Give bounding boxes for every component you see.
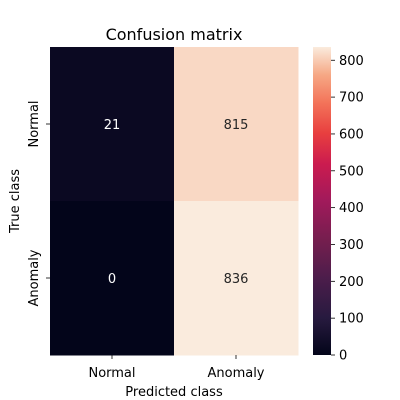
- colorbar-tick-label: 800: [339, 54, 364, 69]
- heatmap-cell: [174, 47, 299, 202]
- y-axis-label: True class: [8, 169, 23, 234]
- colorbar-tick-label: 200: [339, 275, 364, 290]
- heatmap-cells: [50, 47, 299, 356]
- colorbar-tick-label: 500: [339, 164, 364, 179]
- y-axis-ticks: Normal Anomaly: [27, 100, 50, 307]
- heatmap-cell-labels: 21 815 0 836: [104, 118, 249, 287]
- colorbar-tick-label: 400: [339, 201, 364, 216]
- cell-value-label: 21: [104, 118, 121, 133]
- x-tick-label: Normal: [88, 366, 135, 381]
- colorbar-tick-label: 100: [339, 312, 364, 327]
- colorbar-tick-label: 0: [339, 349, 347, 364]
- heatmap-cell: [50, 201, 175, 356]
- colorbar-tick-label: 700: [339, 91, 364, 106]
- cell-value-label: 815: [224, 118, 249, 133]
- chart-title: Confusion matrix: [106, 25, 243, 44]
- heatmap-cell: [174, 201, 299, 356]
- colorbar-ticks: 0 100 200 300 400 500 600 700 800: [331, 54, 364, 364]
- colorbar-tick-label: 300: [339, 238, 364, 253]
- colorbar: [313, 47, 331, 355]
- x-tick-label: Anomaly: [207, 366, 264, 381]
- y-tick-label: Anomaly: [27, 249, 42, 306]
- cell-value-label: 0: [108, 272, 116, 287]
- x-axis-label: Predicted class: [125, 385, 223, 400]
- x-axis-ticks: Normal Anomaly: [88, 355, 265, 381]
- heatmap-cell: [50, 47, 175, 202]
- colorbar-tick-label: 600: [339, 127, 364, 142]
- y-tick-label: Normal: [27, 100, 42, 147]
- cell-value-label: 836: [224, 272, 249, 287]
